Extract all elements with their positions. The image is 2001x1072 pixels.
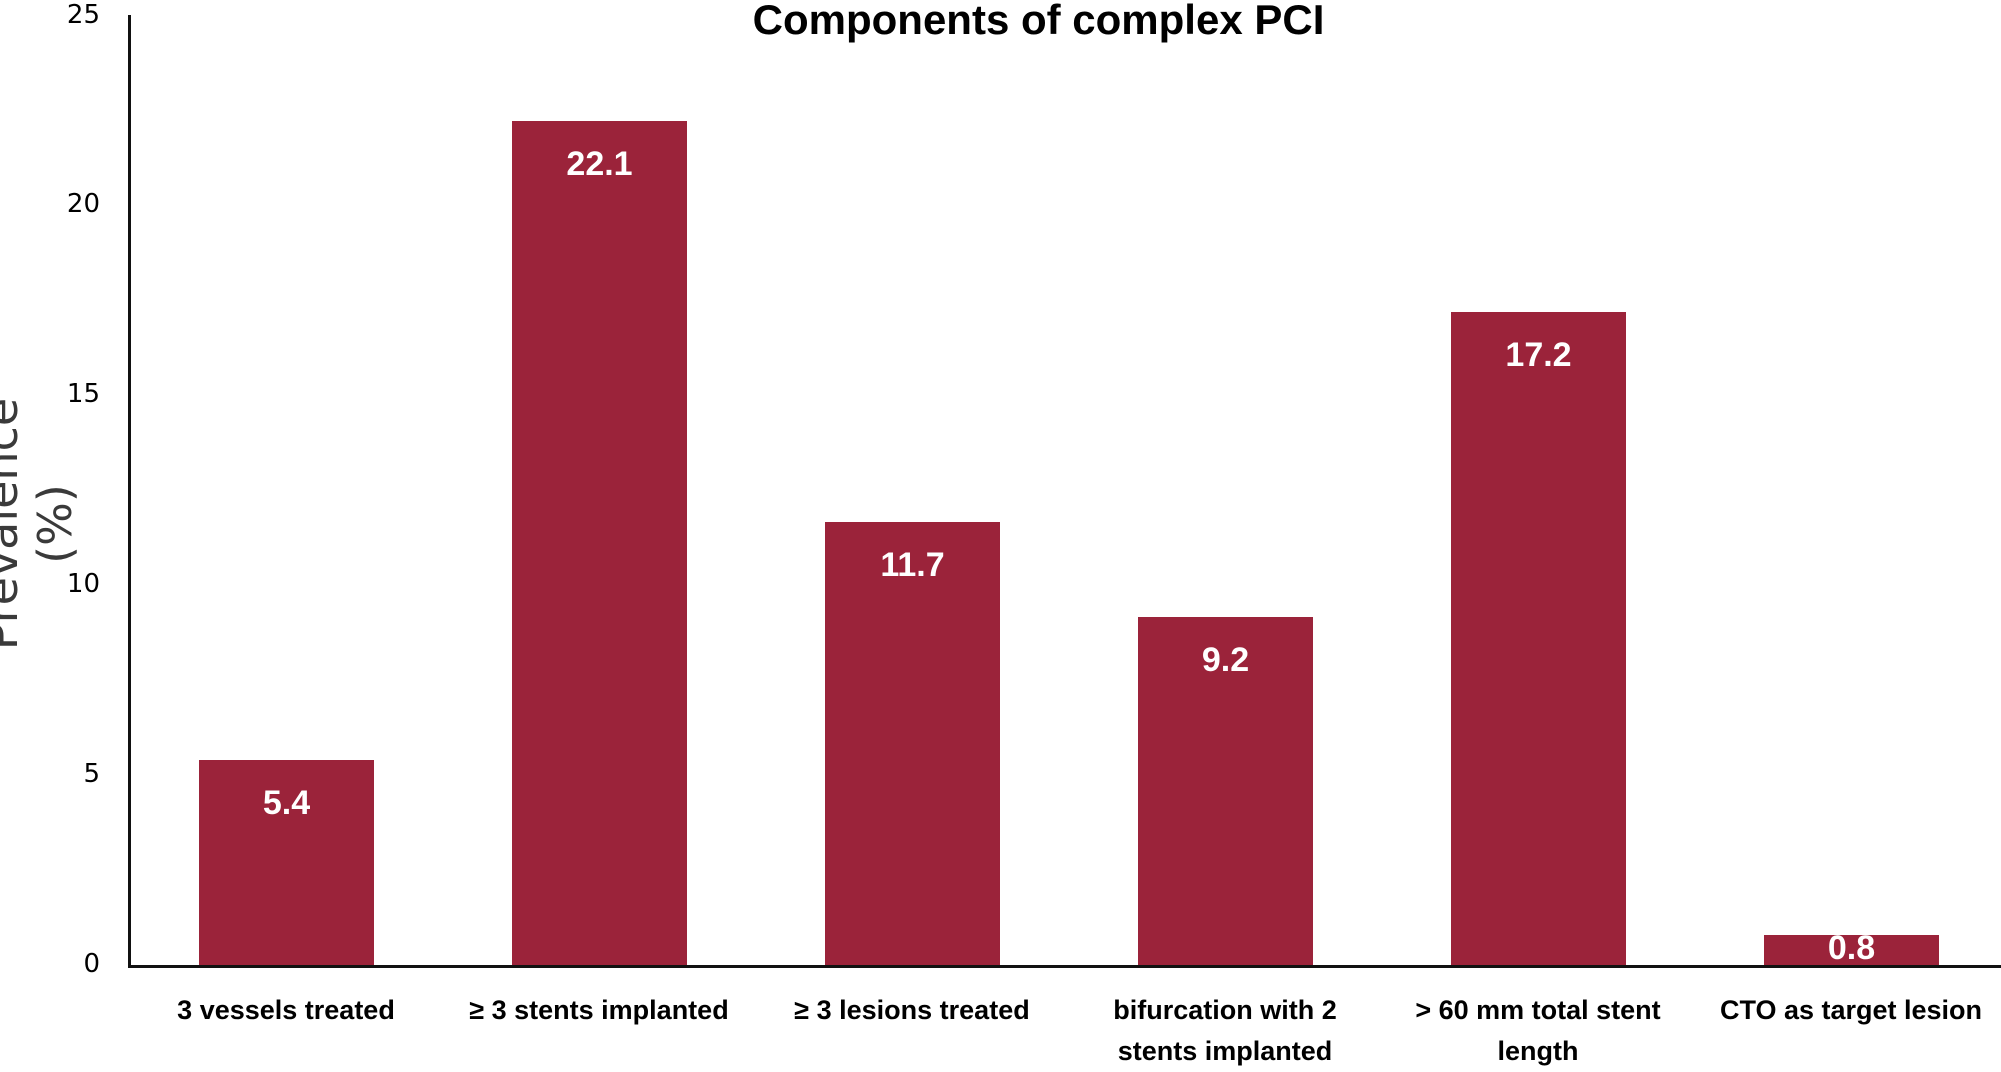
bar-bifurcation: 9.2 (1138, 617, 1313, 965)
bar-value-label: 22.1 (566, 145, 633, 183)
bar-60mm-stent-length: 17.2 (1451, 312, 1626, 965)
x-label-3-stents: ≥ 3 stents implanted (469, 995, 729, 1025)
y-tick-5: 5 (83, 759, 100, 789)
y-tick-25: 25 (66, 0, 100, 30)
bar-value-label: 5.4 (262, 784, 311, 822)
x-label-3-lesions: ≥ 3 lesions treated (794, 995, 1030, 1025)
y-axis-label: Prevalence (%) (0, 397, 82, 651)
bar-3-lesions: 11.7 (825, 522, 1000, 965)
bar-value-label: 9.2 (1201, 641, 1250, 679)
y-tick-15: 15 (66, 379, 100, 409)
x-label-3-vessels: 3 vessels treated (177, 995, 395, 1025)
bar-value-label: 17.2 (1505, 336, 1572, 374)
bar-3-stents: 22.1 (512, 121, 687, 965)
x-label-bifurcation: bifurcation with 2 stents implanted (1113, 995, 1337, 1066)
x-label-cto: CTO as target lesion (1719, 995, 1983, 1025)
bar-3-vessels: 5.4 (199, 760, 374, 965)
chart-title: Components of complex PCI (752, 0, 1325, 43)
x-axis-line (128, 965, 2001, 968)
y-tick-10: 10 (66, 569, 100, 599)
bar-cto: 0.8 (1764, 929, 1939, 967)
y-tick-0: 0 (83, 949, 100, 979)
y-axis-line (128, 15, 131, 967)
y-tick-20: 20 (66, 189, 100, 219)
bar-value-label: 0.8 (1827, 929, 1876, 967)
x-label-60mm: > 60 mm total stent length (1415, 995, 1661, 1066)
bar-value-label: 11.7 (880, 546, 945, 584)
